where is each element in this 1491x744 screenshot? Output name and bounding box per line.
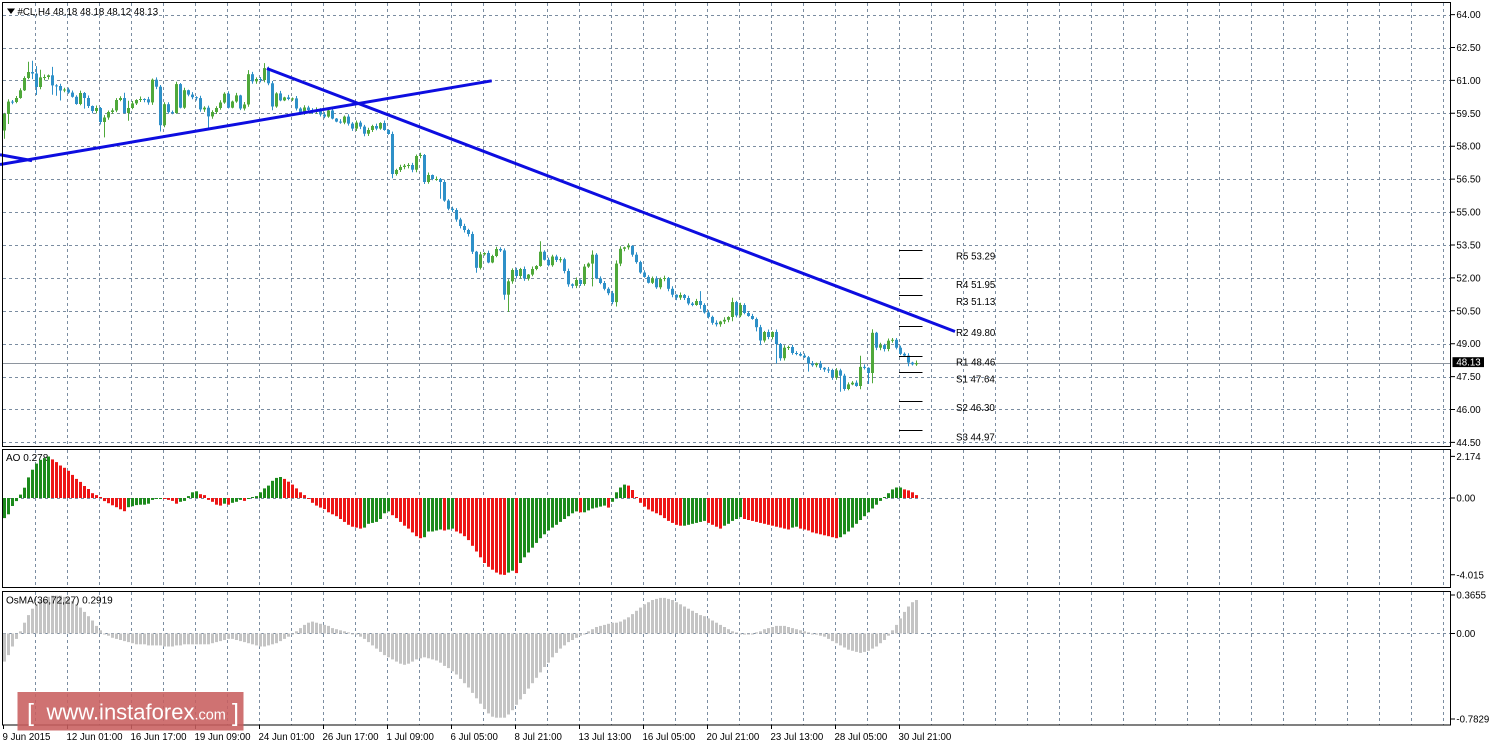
svg-text:#CL,H4 48.18 48.18 48.12 48.1: #CL,H4 48.18 48.18 48.12 48.13 (18, 7, 159, 18)
svg-text:6 Jul 05:00: 6 Jul 05:00 (451, 732, 499, 743)
svg-text:55.00: 55.00 (1456, 208, 1481, 219)
svg-text:53.50: 53.50 (1456, 241, 1481, 252)
svg-text:59.50: 59.50 (1456, 109, 1481, 120)
svg-text:[: [ (27, 699, 34, 727)
svg-text:13 Jul 13:00: 13 Jul 13:00 (579, 732, 632, 743)
svg-text:62.50: 62.50 (1456, 43, 1481, 54)
svg-text:2.174: 2.174 (1456, 452, 1481, 463)
svg-text:0.00: 0.00 (1456, 494, 1475, 505)
svg-text:30 Jul 21:00: 30 Jul 21:00 (899, 732, 952, 743)
svg-text:R3 51.13: R3 51.13 (956, 297, 995, 308)
svg-text:R2 49.80: R2 49.80 (956, 328, 996, 339)
svg-text:]: ] (232, 699, 239, 727)
svg-text:64.00: 64.00 (1456, 10, 1481, 21)
svg-text:49.00: 49.00 (1456, 339, 1481, 350)
svg-text:R4 51.95: R4 51.95 (956, 280, 995, 291)
svg-text:26 Jun 17:00: 26 Jun 17:00 (323, 732, 380, 743)
svg-text:61.00: 61.00 (1456, 76, 1481, 87)
svg-text:-4.015: -4.015 (1456, 570, 1483, 581)
svg-text:12 Jun 01:00: 12 Jun 01:00 (67, 732, 124, 743)
svg-text:OsMA(36,72,27) 0.2919: OsMA(36,72,27) 0.2919 (6, 596, 113, 607)
svg-text:S1 47.64: S1 47.64 (956, 374, 995, 385)
svg-text:58.00: 58.00 (1456, 142, 1481, 153)
svg-text:48.13: 48.13 (1456, 357, 1480, 368)
svg-text:S2 46.30: S2 46.30 (956, 403, 995, 414)
svg-text:46.00: 46.00 (1456, 405, 1481, 416)
svg-text:8 Jul 21:00: 8 Jul 21:00 (515, 732, 563, 743)
svg-text:50.50: 50.50 (1456, 306, 1481, 317)
svg-text:47.50: 47.50 (1456, 372, 1481, 383)
svg-text:20 Jul 21:00: 20 Jul 21:00 (707, 732, 760, 743)
svg-text:R5 53.29: R5 53.29 (956, 252, 995, 263)
svg-text:52.00: 52.00 (1456, 273, 1481, 284)
svg-text:-0.7829: -0.7829 (1456, 715, 1489, 726)
svg-text:28 Jul 05:00: 28 Jul 05:00 (835, 732, 888, 743)
svg-text:16 Jun 17:00: 16 Jun 17:00 (131, 732, 188, 743)
svg-text:9 Jun 2015: 9 Jun 2015 (3, 732, 51, 743)
svg-text:0.3655: 0.3655 (1456, 591, 1486, 602)
svg-text:16 Jul 05:00: 16 Jul 05:00 (643, 732, 696, 743)
svg-text:23 Jul 13:00: 23 Jul 13:00 (771, 732, 824, 743)
svg-text:0.00: 0.00 (1456, 629, 1475, 640)
svg-text:S3 44.97: S3 44.97 (956, 432, 995, 443)
svg-text:R1 48.46: R1 48.46 (956, 358, 995, 369)
svg-text:AO 0.278: AO 0.278 (6, 453, 49, 464)
svg-text:24 Jun 01:00: 24 Jun 01:00 (259, 732, 316, 743)
svg-text:19 Jun 09:00: 19 Jun 09:00 (195, 732, 252, 743)
svg-text:1 Jul 09:00: 1 Jul 09:00 (387, 732, 435, 743)
svg-text:56.50: 56.50 (1456, 175, 1481, 186)
svg-text:44.50: 44.50 (1456, 438, 1481, 449)
